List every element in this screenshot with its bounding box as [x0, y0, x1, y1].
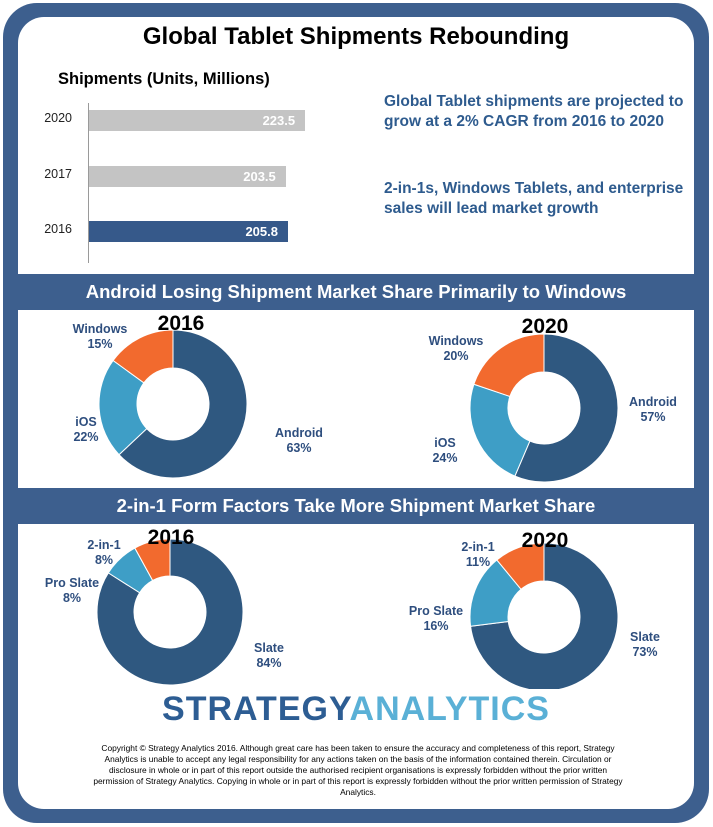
donut-slice-windows	[112, 329, 174, 384]
bar-chart-axis	[88, 103, 89, 263]
donut-slice-android	[514, 333, 619, 483]
slice-value: 8%	[62, 591, 82, 605]
slice-label-pro-slate: Pro Slate 8%	[27, 576, 117, 606]
form-2020-donut	[469, 542, 619, 692]
slice-value: 84%	[256, 656, 282, 670]
drivers-blurb: 2-in-1s, Windows Tablets, and enterprise…	[384, 180, 684, 217]
slice-value: 20%	[443, 349, 469, 363]
bar-year-label: 2020	[44, 111, 72, 125]
chart-year-label: 2020	[521, 529, 569, 552]
chart-year-label: 2016	[157, 312, 205, 335]
donut-slice-2-in-1	[496, 542, 545, 590]
donut-slice-ios	[98, 359, 148, 456]
os-2020-donut-chart: 2020 Android 57% iOS 24% Windows 20%	[413, 310, 694, 488]
slice-label-ios: iOS 22%	[41, 415, 131, 445]
form-factor-panel: 2016 Slate 84% Pro Slate 8% 2-in-1 8% 2020 …	[18, 524, 694, 809]
slice-name: iOS	[75, 415, 97, 429]
donut-slice-slate	[96, 538, 244, 686]
donut-slice-android	[118, 329, 248, 479]
slice-label-2-in-1: 2-in-1 8%	[59, 538, 149, 568]
slice-value: 57%	[640, 410, 666, 424]
shipment-bar: 203.5	[89, 166, 286, 187]
slice-label-ios: iOS 24%	[400, 436, 490, 466]
slice-name: 2-in-1	[461, 540, 495, 554]
slice-value: 22%	[73, 430, 99, 444]
slice-name: Windows	[72, 322, 128, 336]
slice-value: 63%	[286, 441, 312, 455]
slice-value: 8%	[94, 553, 114, 567]
os-2020-donut	[469, 333, 619, 483]
slice-value: 16%	[423, 619, 449, 633]
slice-value: 11%	[465, 555, 491, 569]
form-2016-donut-chart: 2016 Slate 84% Pro Slate 8% 2-in-1 8%	[45, 524, 338, 689]
slice-label-slate: Slate 73%	[600, 630, 690, 660]
donut-slice-windows	[473, 333, 545, 398]
logo-word-strategy: STRATEGY	[162, 690, 350, 728]
copyright-notice: Copyright © Strategy Analytics 2016. Alt…	[93, 743, 623, 797]
bar-value-label: 223.5	[262, 113, 296, 128]
bar-value-label: 205.8	[245, 224, 278, 239]
slice-value: 15%	[87, 337, 113, 351]
slice-name: Pro Slate	[44, 576, 100, 590]
slice-label-android: Android 57%	[608, 395, 698, 425]
slice-name: Pro Slate	[408, 604, 464, 618]
os-share-panel: 2016 Android 63% iOS 22% Windows 15% 2020 A…	[18, 310, 694, 488]
os-section-header: Android Losing Shipment Market Share Pri…	[85, 281, 627, 302]
slice-label-2-in-1: 2-in-1 11%	[433, 540, 523, 570]
donut-slice-ios	[469, 383, 531, 477]
chart-year-label: 2016	[147, 526, 195, 549]
slice-value: 24%	[432, 451, 458, 465]
slice-label-windows: Windows 20%	[411, 334, 501, 364]
form-factor-section-header: 2-in-1 Form Factors Take More Shipment M…	[116, 495, 596, 516]
slice-label-windows: Windows 15%	[55, 322, 145, 352]
shipments-chart-title: Shipments (Units, Millions)	[58, 70, 270, 88]
bar-value-label: 203.5	[243, 169, 276, 184]
shipment-bar: 223.5	[89, 110, 306, 131]
slice-name: Android	[629, 395, 677, 409]
infographic-title: Global Tablet Shipments Rebounding	[142, 23, 570, 50]
os-2016-donut	[98, 329, 248, 479]
slice-name: iOS	[434, 436, 456, 450]
strategy-analytics-logo: STRATEGYANALYTICS	[18, 690, 694, 729]
bar-year-label: 2017	[44, 167, 72, 181]
shipment-bar: 205.8	[89, 221, 288, 242]
os-2016-donut-chart: 2016 Android 63% iOS 22% Windows 15%	[58, 310, 338, 488]
shipments-panel: Global Tablet Shipments Rebounding Shipm…	[18, 17, 694, 274]
slice-name: Windows	[428, 334, 484, 348]
slice-label-android: Android 63%	[254, 426, 344, 456]
infographic-frame: Global Tablet Shipments Rebounding Shipm…	[3, 3, 709, 823]
slice-label-pro-slate: Pro Slate 16%	[391, 604, 481, 634]
donut-slice-slate	[470, 542, 619, 692]
slice-label-slate: Slate 84%	[224, 641, 314, 671]
form-2016-donut	[96, 538, 244, 686]
slice-name: Slate	[254, 641, 284, 655]
slice-name: 2-in-1	[87, 538, 121, 552]
slice-name: Slate	[630, 630, 660, 644]
slice-name: Android	[275, 426, 323, 440]
chart-year-label: 2020	[521, 315, 569, 338]
growth-blurb: Global Tablet shipments are projected to…	[384, 93, 684, 130]
bar-year-label: 2016	[44, 222, 72, 236]
slice-value: 73%	[632, 645, 658, 659]
form-2020-donut-chart: 2020 Slate 73% Pro Slate 16% 2-in-1 11%	[409, 524, 694, 692]
donut-slice-2-in-1	[134, 538, 171, 582]
logo-word-analytics: ANALYTICS	[349, 690, 550, 728]
